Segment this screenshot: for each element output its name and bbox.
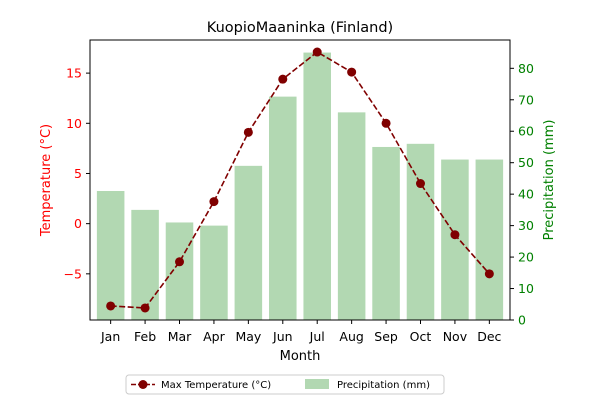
temp-point-feb <box>140 303 150 313</box>
left-tick-label: 0 <box>74 216 82 231</box>
precip-bar-sep <box>372 146 400 320</box>
right-tick-label: 20 <box>518 250 534 265</box>
legend-bar-swatch <box>305 379 329 389</box>
precip-bar-nov <box>441 159 469 320</box>
precip-bar-jan <box>96 191 125 320</box>
precip-bar-oct <box>406 143 435 320</box>
temp-point-mar <box>175 257 185 267</box>
right-tick-label: 50 <box>518 155 534 170</box>
legend: Max Temperature (°C) Precipitation (mm) <box>125 374 445 395</box>
right-tick-label: 70 <box>518 92 534 107</box>
temp-point-sep <box>381 118 391 128</box>
temp-point-jul <box>312 47 322 57</box>
precipitation-bars <box>96 52 504 321</box>
plot-frame <box>89 39 511 321</box>
x-tick-label: Jul <box>309 329 325 344</box>
left-y-axis-label: Temperature (°C) <box>39 124 54 237</box>
x-tick-label: Jun <box>272 329 293 344</box>
x-tick-label: Mar <box>168 329 192 344</box>
x-tick-label: May <box>235 329 261 344</box>
x-axis-label: Month <box>280 349 321 364</box>
left-y-axis: −5 0 5 10 15 <box>64 66 90 281</box>
temperature-series-line <box>110 51 490 309</box>
x-tick-label: Jan <box>100 329 120 344</box>
right-tick-label: 40 <box>518 187 534 202</box>
temp-point-apr <box>209 197 219 207</box>
temp-point-nov <box>450 230 460 240</box>
temp-point-aug <box>347 67 357 77</box>
right-tick-label: 80 <box>518 61 534 76</box>
chart-title: KuopioMaaninka (Finland) <box>207 20 393 36</box>
temp-point-oct <box>415 179 425 189</box>
legend-frame <box>125 374 445 395</box>
left-tick-label: −5 <box>64 266 82 281</box>
right-tick-label: 30 <box>518 218 534 233</box>
precip-bar-mar <box>165 222 194 320</box>
temp-point-jan <box>106 301 116 311</box>
x-tick-label: Oct <box>410 329 432 344</box>
precip-bar-apr <box>200 225 228 320</box>
x-tick-label: Nov <box>443 329 468 344</box>
right-tick-label: 60 <box>518 124 534 139</box>
x-tick-label: Sep <box>374 329 398 344</box>
left-tick-label: 15 <box>66 66 82 81</box>
temp-point-jun <box>278 74 288 84</box>
left-tick-label: 5 <box>74 166 82 181</box>
temperature-line <box>106 47 494 313</box>
right-tick-label: 0 <box>518 313 526 328</box>
precip-bar-jul <box>303 52 331 321</box>
x-axis: Jan Feb Mar Apr May Jun Jul Aug Sep Oct Nov Dec <box>100 320 502 344</box>
x-tick-label: Dec <box>477 329 501 344</box>
precip-bar-aug <box>337 112 366 320</box>
right-y-axis: 0 10 20 30 40 50 60 70 80 <box>510 61 534 328</box>
precip-bar-jun <box>269 96 297 320</box>
legend-label-precipitation: Precipitation (mm) <box>337 380 430 391</box>
temp-point-may <box>243 127 253 137</box>
precip-bar-feb <box>131 209 159 320</box>
temp-point-dec <box>484 269 494 279</box>
precip-bar-dec <box>475 159 504 320</box>
x-tick-label: Feb <box>134 329 156 344</box>
legend-marker-swatch <box>138 380 148 389</box>
right-tick-label: 10 <box>518 281 534 296</box>
left-tick-label: 10 <box>66 116 82 131</box>
legend-label-temperature: Max Temperature (°C) <box>161 380 271 391</box>
x-tick-label: Aug <box>339 329 363 344</box>
right-y-axis-label: Precipitation (mm) <box>542 120 557 241</box>
x-tick-label: Apr <box>203 329 225 344</box>
precip-bar-may <box>234 165 263 320</box>
